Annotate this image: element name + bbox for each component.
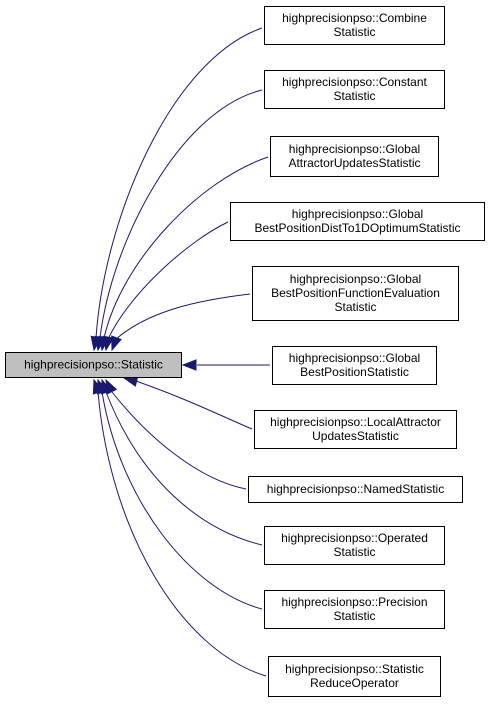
inheritance-edge	[92, 378, 267, 677]
derived-class-node-box	[254, 410, 457, 449]
edge-line	[103, 156, 269, 339]
derived-class-node-box	[270, 136, 439, 177]
derived-class-node-label-line: highprecisionpso::NamedStatistic	[267, 482, 444, 496]
derived-class-node-label-line: BestPositionFunctionEvaluation	[271, 286, 440, 300]
derived-class-node-label-line: highprecisionpso::Global	[292, 207, 423, 221]
derived-class-node-label-line: BestPositionDistTo1DOptimumStatistic	[254, 221, 460, 235]
derived-class-node-box	[252, 266, 459, 321]
derived-class-node-box	[248, 476, 463, 503]
derived-class-node[interactable]: highprecisionpso::StatisticReduceOperato…	[268, 656, 441, 697]
derived-class-node-label-line: highprecisionpso::Combine	[282, 11, 427, 25]
derived-class-node[interactable]: highprecisionpso::NamedStatistic	[248, 476, 463, 503]
arrowhead-icon	[102, 335, 115, 352]
derived-class-node-label-line: Statistic	[333, 25, 375, 39]
derived-class-node-label-line: highprecisionpso::Global	[289, 142, 420, 156]
edge-line	[107, 221, 229, 340]
derived-class-node[interactable]: highprecisionpso::GlobalBestPositionDist…	[230, 202, 485, 241]
derived-class-node-label-line: AttractorUpdatesStatistic	[288, 156, 420, 170]
derived-class-node-label-line: highprecisionpso::Statistic	[285, 662, 424, 676]
derived-class-node-label-line: highprecisionpso::Global	[290, 272, 421, 286]
arrowhead-icon	[92, 378, 104, 395]
edge-line	[105, 391, 263, 546]
inheritance-edge	[98, 156, 269, 352]
inheritance-edge	[100, 378, 263, 546]
derived-class-node-box	[264, 590, 445, 629]
inheritance-edge	[111, 293, 251, 352]
derived-class-node-box	[268, 656, 441, 697]
derived-class-node-label-line: highprecisionpso::LocalAttractor	[270, 415, 441, 429]
inheritance-edges	[90, 27, 270, 677]
edge-line	[95, 27, 263, 339]
edge-line	[135, 380, 253, 430]
derived-class-node-label-line: highprecisionpso::Global	[289, 351, 420, 365]
derived-class-node-label-line: Statistic	[333, 609, 375, 623]
inheritance-edge	[102, 221, 229, 352]
derived-class-node[interactable]: highprecisionpso::GlobalBestPositionFunc…	[252, 266, 459, 321]
derived-class-node-label-line: ReduceOperator	[310, 676, 399, 690]
inheritance-edge	[181, 359, 270, 371]
derived-class-node[interactable]: highprecisionpso::LocalAttractorUpdatesS…	[254, 410, 457, 449]
derived-class-node-label-line: highprecisionpso::Operated	[281, 531, 428, 545]
edge-line	[99, 89, 263, 339]
base-class-node-box	[5, 352, 182, 378]
arrowhead-icon	[181, 359, 197, 371]
derived-class-node-label-line: BestPositionStatistic	[300, 365, 409, 379]
class-nodes: highprecisionpso::Statistichighprecision…	[5, 6, 485, 697]
derived-class-node-label-line: Statistic	[334, 300, 376, 314]
inheritance-edge	[122, 375, 253, 430]
edge-line	[101, 391, 263, 610]
inheritance-edge	[96, 378, 263, 610]
derived-class-node-box	[264, 526, 445, 565]
edge-line	[115, 293, 251, 340]
derived-class-node-box	[230, 202, 485, 241]
derived-class-node-label-line: UpdatesStatistic	[312, 429, 399, 443]
edge-line	[111, 391, 247, 490]
derived-class-node-label-line: Statistic	[333, 89, 375, 103]
derived-class-node-label-line: highprecisionpso::Precision	[281, 595, 427, 609]
derived-class-node-box	[264, 70, 445, 109]
edge-line	[97, 391, 267, 677]
base-class-node-label-line: highprecisionpso::Statistic	[24, 358, 163, 372]
derived-class-node[interactable]: highprecisionpso::GlobalAttractorUpdates…	[270, 136, 439, 177]
derived-class-node-label-line: highprecisionpso::Constant	[282, 75, 427, 89]
derived-class-node-box	[272, 346, 437, 385]
derived-class-node-label-line: Statistic	[333, 545, 375, 559]
derived-class-node-box	[264, 6, 445, 45]
base-class-node[interactable]: highprecisionpso::Statistic	[5, 352, 182, 378]
arrowhead-icon	[111, 335, 122, 352]
derived-class-node[interactable]: highprecisionpso::GlobalBestPositionStat…	[272, 346, 437, 385]
